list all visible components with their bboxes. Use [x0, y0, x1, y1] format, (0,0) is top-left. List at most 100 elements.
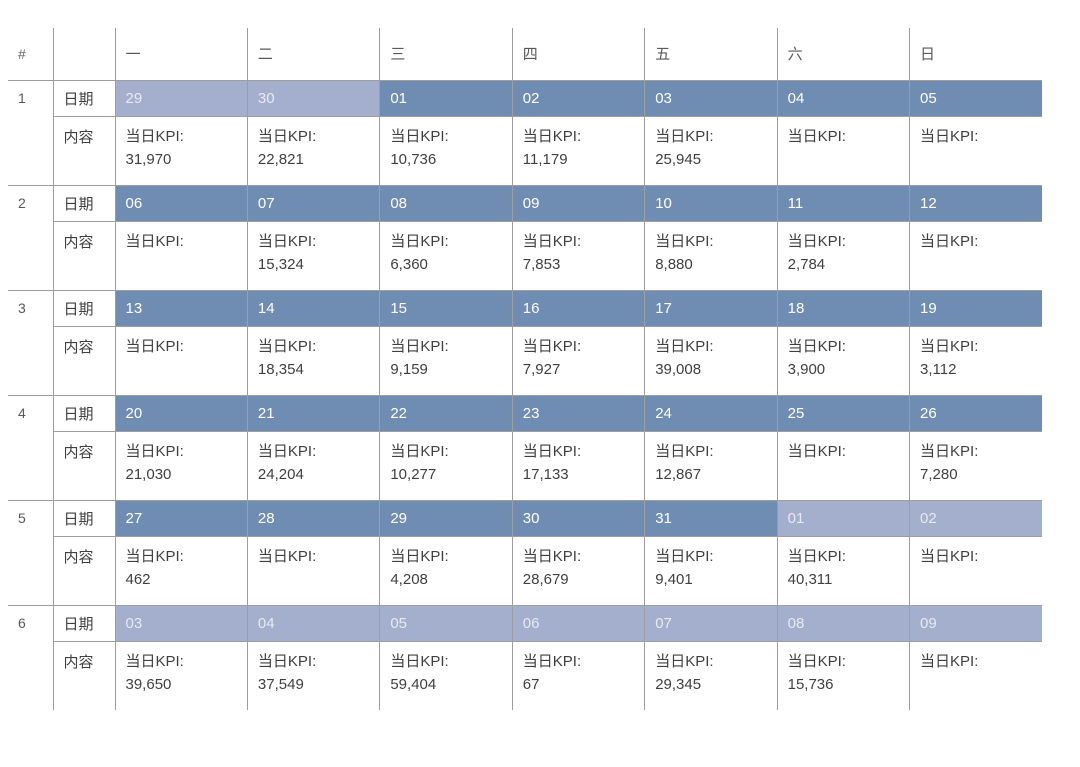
week-date-row: 5 日期 27 28 29 30 31 01 02	[8, 499, 1042, 605]
date-cell: 30	[246, 79, 381, 117]
kpi-cell: 当日KPI: 17,133	[511, 430, 646, 501]
date-number: 12	[920, 194, 937, 212]
day-header-fri: 五	[644, 28, 778, 81]
kpi-value: 4,208	[390, 570, 428, 588]
date-cell: 10	[644, 184, 778, 222]
kpi-cell: 当日KPI: 22,821	[246, 115, 381, 186]
kpi-label: 当日KPI:	[655, 547, 714, 565]
kpi-value: 59,404	[390, 675, 437, 693]
kpi-cell: 当日KPI:	[909, 640, 1042, 710]
date-cell: 14	[246, 289, 381, 327]
date-number: 03	[655, 89, 672, 107]
kpi-label: 当日KPI:	[125, 232, 184, 250]
week-number: 1	[8, 79, 54, 185]
kpi-cell: 当日KPI: 7,927	[511, 325, 646, 396]
date-cell: 04	[246, 604, 381, 642]
date-cell: 13	[114, 289, 248, 327]
day-header-sun: 日	[909, 28, 1042, 81]
kpi-cell: 当日KPI:	[246, 535, 381, 606]
kpi-cell: 当日KPI: 4,208	[379, 535, 513, 606]
date-number: 31	[655, 509, 672, 527]
week-content-row: 内容 当日KPI: 21,030 当日KPI: 24,204 当日KPI: 10,277 当日…	[8, 430, 1042, 501]
date-cell: 16	[511, 289, 646, 327]
kpi-label: 当日KPI:	[787, 337, 846, 355]
kpi-value: 37,549	[257, 675, 304, 693]
week-date-row: 6 日期 03 04 05 06 07 08 09	[8, 604, 1042, 710]
kpi-cell: 当日KPI: 9,401	[644, 535, 778, 606]
kpi-cell: 当日KPI: 2,784	[776, 220, 911, 291]
kpi-label: 当日KPI:	[522, 547, 582, 565]
kpi-label: 当日KPI:	[257, 652, 317, 670]
kpi-value: 39,008	[655, 360, 702, 378]
kpi-cell: 当日KPI: 6,360	[379, 220, 513, 291]
date-cell: 07	[644, 604, 778, 642]
kpi-label: 当日KPI:	[257, 232, 317, 250]
week-content-row: 内容 当日KPI: 462 当日KPI: 当日KPI: 4,208 当日KPI: 28,679…	[8, 535, 1042, 606]
kpi-label: 当日KPI:	[125, 337, 184, 355]
kpi-label: 当日KPI:	[125, 652, 184, 670]
kpi-cell: 当日KPI:	[776, 430, 911, 501]
day-header-sat: 六	[776, 28, 911, 81]
kpi-value: 7,927	[522, 360, 561, 378]
kpi-label: 当日KPI:	[655, 232, 714, 250]
kpi-label: 当日KPI:	[257, 442, 317, 460]
week-content-row: 内容 当日KPI: 当日KPI: 18,354 当日KPI: 9,159 当日KPI: 7,9…	[8, 325, 1042, 396]
date-number: 17	[655, 299, 672, 317]
corner-blank-cell	[52, 28, 116, 81]
date-cell: 08	[379, 184, 513, 222]
corner-hash-label: #	[8, 28, 54, 81]
kpi-value: 9,159	[390, 360, 428, 378]
date-cell: 20	[114, 394, 248, 432]
date-cell: 17	[644, 289, 778, 327]
date-cell: 28	[246, 499, 381, 537]
kpi-cell: 当日KPI: 9,159	[379, 325, 513, 396]
date-cell: 11	[776, 184, 911, 222]
date-cell: 05	[909, 79, 1042, 117]
kpi-value: 21,030	[125, 465, 172, 483]
content-row-label: 内容	[52, 115, 116, 186]
kpi-cell: 当日KPI:	[114, 325, 248, 396]
content-row-label: 内容	[52, 535, 116, 606]
kpi-label: 当日KPI:	[125, 442, 184, 460]
kpi-cell: 当日KPI:	[909, 535, 1042, 606]
kpi-value: 17,133	[522, 465, 569, 483]
kpi-value: 40,311	[787, 570, 833, 588]
kpi-cell: 当日KPI: 31,970	[114, 115, 248, 186]
kpi-cell: 当日KPI: 7,853	[511, 220, 646, 291]
date-number: 30	[257, 89, 275, 107]
date-number: 18	[787, 299, 805, 317]
kpi-label: 当日KPI:	[787, 442, 846, 460]
kpi-value: 7,853	[522, 255, 561, 273]
date-cell: 01	[379, 79, 513, 117]
date-cell: 12	[909, 184, 1042, 222]
kpi-cell: 当日KPI: 39,008	[644, 325, 778, 396]
kpi-label: 当日KPI:	[522, 652, 582, 670]
kpi-cell: 当日KPI:	[909, 115, 1042, 186]
date-cell: 02	[909, 499, 1042, 537]
date-cell: 03	[114, 604, 248, 642]
date-cell: 05	[379, 604, 513, 642]
date-cell: 30	[511, 499, 646, 537]
kpi-label: 当日KPI:	[920, 652, 979, 670]
date-number: 27	[125, 509, 143, 527]
kpi-value: 22,821	[257, 150, 304, 168]
date-number: 09	[522, 194, 540, 212]
kpi-value: 3,112	[920, 360, 957, 378]
content-row-label: 内容	[52, 430, 116, 501]
date-number: 16	[522, 299, 540, 317]
kpi-value: 12,867	[655, 465, 702, 483]
date-row-label: 日期	[52, 289, 116, 327]
date-number: 01	[390, 89, 408, 107]
date-number: 06	[522, 614, 540, 632]
kpi-value: 24,204	[257, 465, 304, 483]
content-row-label: 内容	[52, 220, 116, 291]
kpi-label: 当日KPI:	[655, 442, 714, 460]
kpi-cell: 当日KPI: 10,736	[379, 115, 513, 186]
day-header-thu: 四	[511, 28, 646, 81]
kpi-label: 当日KPI:	[125, 127, 184, 145]
kpi-cell: 当日KPI: 3,900	[776, 325, 911, 396]
date-number: 07	[655, 614, 672, 632]
week-number: 5	[8, 499, 54, 605]
date-cell: 23	[511, 394, 646, 432]
kpi-label: 当日KPI:	[787, 652, 846, 670]
